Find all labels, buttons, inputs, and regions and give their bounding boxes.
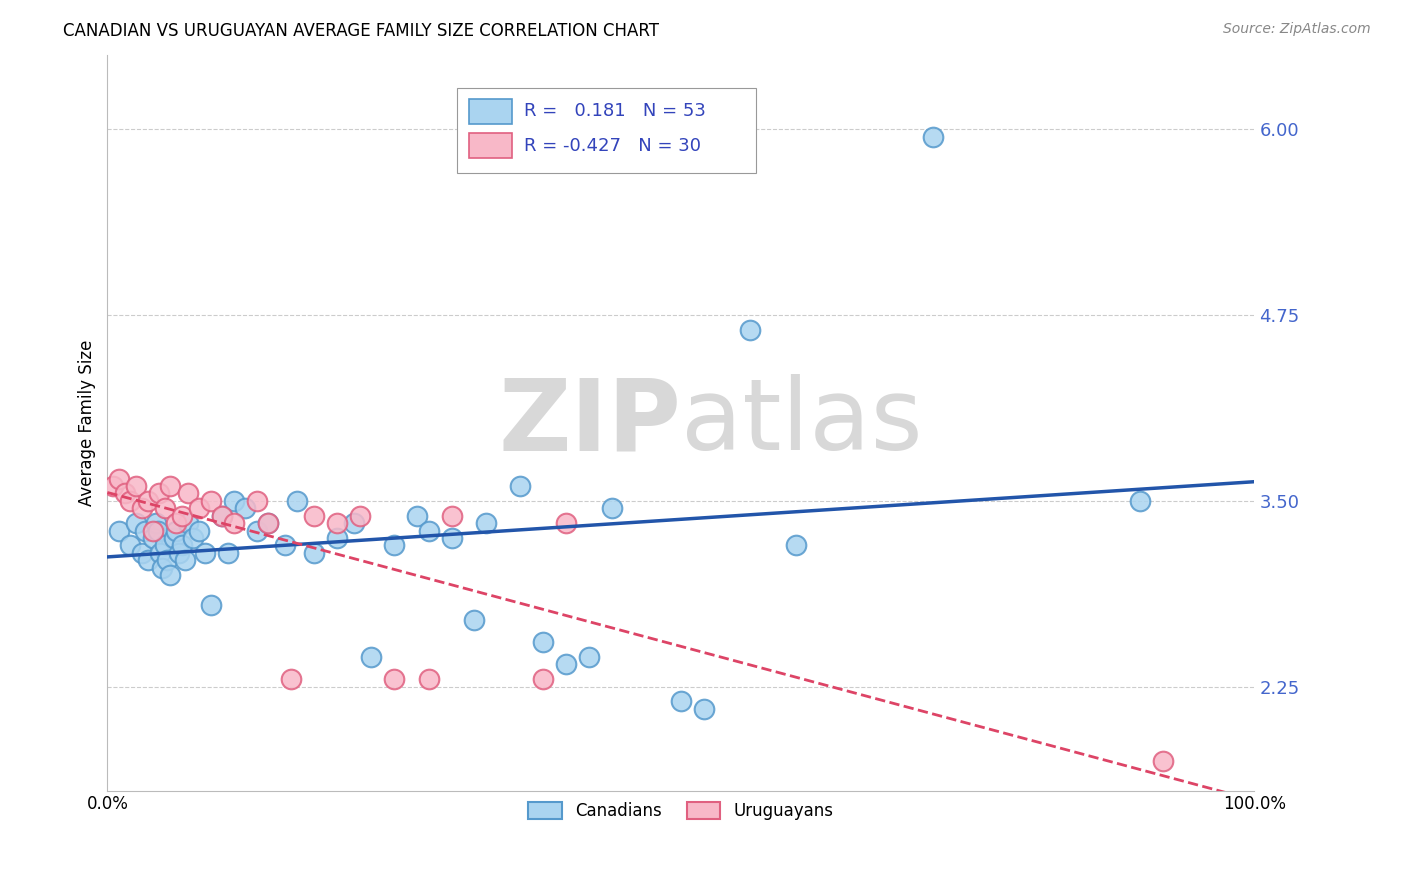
- Point: [245, 524, 267, 538]
- Point: [578, 649, 600, 664]
- Point: [149, 546, 172, 560]
- Point: [194, 546, 217, 560]
- Text: ZIP: ZIP: [498, 375, 681, 471]
- Point: [101, 479, 124, 493]
- Point: [302, 508, 325, 523]
- Point: [463, 613, 485, 627]
- Point: [600, 501, 623, 516]
- Point: [163, 531, 186, 545]
- Point: [382, 672, 405, 686]
- Point: [531, 672, 554, 686]
- Point: [159, 568, 181, 582]
- Point: [555, 657, 578, 672]
- Point: [145, 516, 167, 531]
- Point: [148, 486, 170, 500]
- Point: [1152, 754, 1174, 768]
- Point: [142, 531, 165, 545]
- Point: [176, 516, 198, 531]
- Point: [222, 494, 245, 508]
- Point: [509, 479, 531, 493]
- Point: [418, 524, 440, 538]
- Point: [440, 508, 463, 523]
- Point: [326, 516, 349, 531]
- Point: [406, 508, 429, 523]
- Point: [200, 494, 222, 508]
- Point: [922, 129, 945, 144]
- Point: [165, 524, 187, 538]
- Point: [125, 516, 148, 531]
- Point: [245, 494, 267, 508]
- Text: Source: ZipAtlas.com: Source: ZipAtlas.com: [1223, 22, 1371, 37]
- Point: [165, 516, 187, 531]
- Point: [125, 479, 148, 493]
- Point: [693, 702, 716, 716]
- Point: [211, 508, 233, 523]
- Point: [349, 508, 371, 523]
- Point: [382, 538, 405, 552]
- Text: R = -0.427   N = 30: R = -0.427 N = 30: [524, 136, 700, 154]
- Point: [343, 516, 366, 531]
- Point: [142, 524, 165, 538]
- Point: [153, 501, 176, 516]
- Point: [257, 516, 280, 531]
- Y-axis label: Average Family Size: Average Family Size: [79, 340, 96, 506]
- Point: [131, 501, 153, 516]
- Text: CANADIAN VS URUGUAYAN AVERAGE FAMILY SIZE CORRELATION CHART: CANADIAN VS URUGUAYAN AVERAGE FAMILY SIZ…: [63, 22, 659, 40]
- Point: [531, 635, 554, 649]
- Point: [136, 553, 159, 567]
- Point: [167, 546, 190, 560]
- Point: [274, 538, 297, 552]
- Point: [475, 516, 498, 531]
- Point: [285, 494, 308, 508]
- Legend: Canadians, Uruguayans: Canadians, Uruguayans: [522, 795, 841, 826]
- Point: [159, 479, 181, 493]
- Point: [153, 538, 176, 552]
- Point: [200, 598, 222, 612]
- Point: [176, 486, 198, 500]
- Point: [120, 494, 142, 508]
- Point: [170, 508, 193, 523]
- Point: [222, 516, 245, 531]
- Point: [131, 546, 153, 560]
- Point: [1129, 494, 1152, 508]
- FancyBboxPatch shape: [457, 88, 755, 173]
- Text: R =   0.181   N = 53: R = 0.181 N = 53: [524, 102, 706, 120]
- Point: [114, 486, 136, 500]
- Point: [108, 472, 131, 486]
- Point: [738, 323, 761, 337]
- Point: [188, 501, 211, 516]
- FancyBboxPatch shape: [468, 98, 512, 123]
- Point: [156, 553, 179, 567]
- Point: [170, 538, 193, 552]
- Point: [174, 553, 197, 567]
- Point: [152, 560, 174, 574]
- Point: [146, 524, 169, 538]
- Point: [108, 524, 131, 538]
- Point: [120, 538, 142, 552]
- Point: [785, 538, 807, 552]
- Point: [136, 494, 159, 508]
- Point: [217, 546, 239, 560]
- Point: [183, 531, 205, 545]
- Point: [418, 672, 440, 686]
- Point: [188, 524, 211, 538]
- Point: [440, 531, 463, 545]
- Point: [302, 546, 325, 560]
- Point: [233, 501, 256, 516]
- Point: [134, 524, 156, 538]
- Point: [326, 531, 349, 545]
- Point: [211, 508, 233, 523]
- Point: [555, 516, 578, 531]
- Text: atlas: atlas: [681, 375, 922, 471]
- Point: [280, 672, 302, 686]
- FancyBboxPatch shape: [468, 133, 512, 158]
- Point: [669, 694, 692, 708]
- Point: [360, 649, 382, 664]
- Point: [257, 516, 280, 531]
